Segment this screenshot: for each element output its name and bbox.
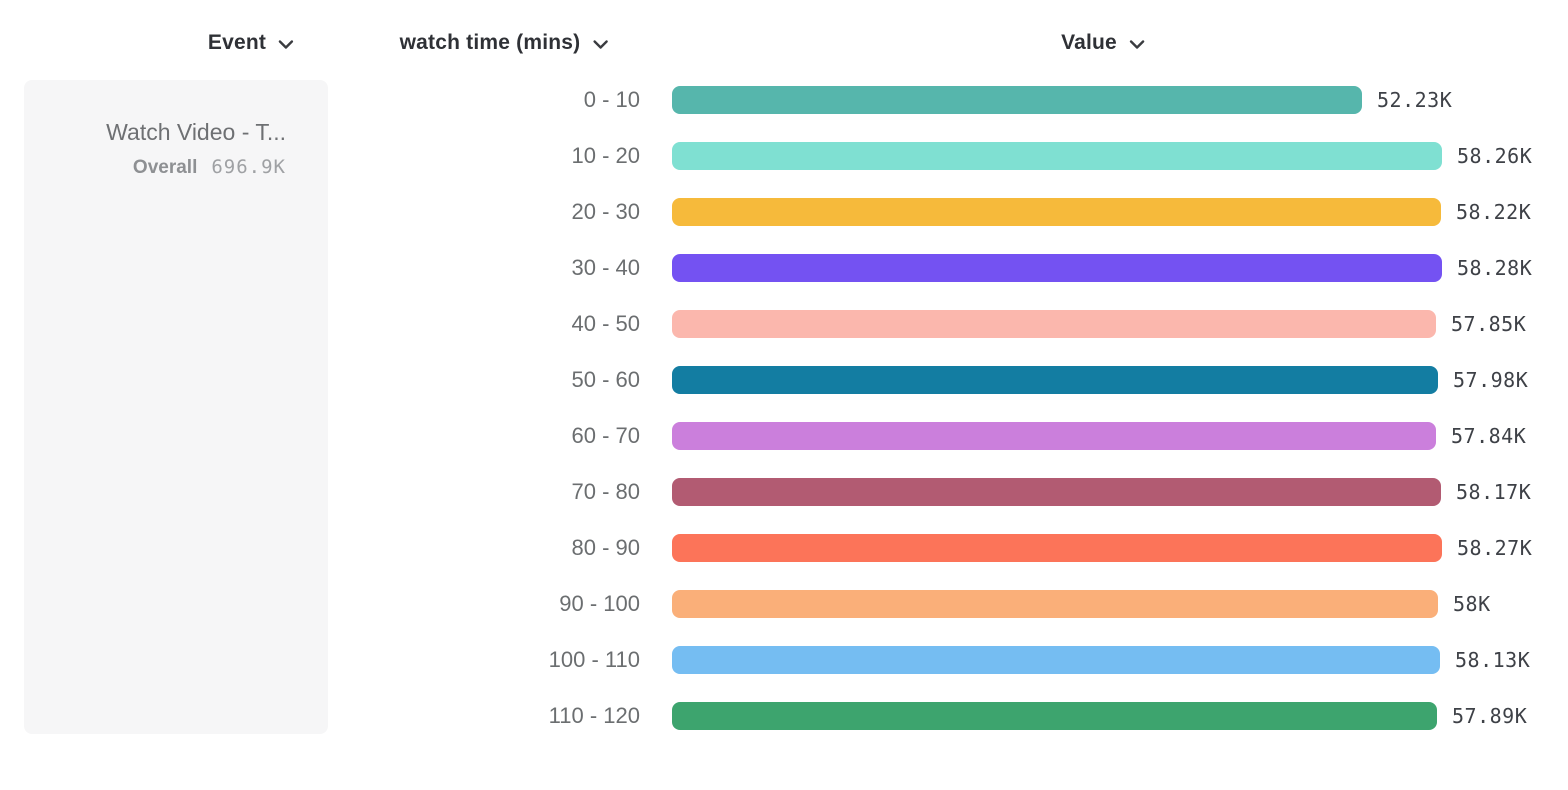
value-label: 58.26K xyxy=(1457,144,1533,168)
breakdown-column-header[interactable]: watch time (mins) xyxy=(400,28,609,58)
bar-row: 10 - 20 58.26K xyxy=(0,128,1568,184)
bar-rows: 0 - 10 52.23K 10 - 20 58.26K 20 - 30 58.22K 30… xyxy=(0,72,1568,744)
bar-segment[interactable] xyxy=(672,422,1436,450)
bar-area: 57.84K xyxy=(672,422,1568,450)
bar-area: 58.28K xyxy=(672,254,1568,282)
bucket-label: 50 - 60 xyxy=(571,367,641,392)
bar-segment[interactable] xyxy=(672,142,1442,170)
overall-value: 696.9K xyxy=(211,155,286,178)
bar-area: 58.17K xyxy=(672,478,1568,506)
bar-segment[interactable] xyxy=(672,254,1442,282)
bar-row: 40 - 50 57.85K xyxy=(0,296,1568,352)
chevron-down-icon xyxy=(278,39,294,50)
bucket-label: 100 - 110 xyxy=(548,647,640,672)
bar-row: 30 - 40 58.28K xyxy=(0,240,1568,296)
event-summary-card[interactable]: Watch Video - T... Overall 696.9K xyxy=(24,80,328,734)
value-label: 57.84K xyxy=(1451,424,1527,448)
value-label: 58.27K xyxy=(1457,536,1533,560)
value-column-header[interactable]: Value xyxy=(1061,28,1145,58)
bucket-label: 90 - 100 xyxy=(559,591,640,616)
bucket-label: 70 - 80 xyxy=(571,479,641,504)
value-label: 52.23K xyxy=(1377,88,1453,112)
value-label: 58K xyxy=(1453,592,1491,616)
bar-area: 57.85K xyxy=(672,310,1568,338)
value-label: 57.98K xyxy=(1453,368,1529,392)
bucket-label: 40 - 50 xyxy=(571,311,641,336)
bar-segment[interactable] xyxy=(672,646,1440,674)
bar-row: 70 - 80 58.17K xyxy=(0,464,1568,520)
bar-area: 57.98K xyxy=(672,366,1568,394)
chevron-down-icon xyxy=(1129,39,1145,50)
bar-segment[interactable] xyxy=(672,478,1441,506)
bar-area: 58.22K xyxy=(672,198,1568,226)
overall-row: Overall 696.9K xyxy=(40,156,286,179)
bar-area: 57.89K xyxy=(672,702,1568,730)
bar-segment[interactable] xyxy=(672,702,1437,730)
overall-label: Overall xyxy=(132,156,198,178)
bucket-label: 60 - 70 xyxy=(571,423,641,448)
bucket-label: 30 - 40 xyxy=(571,255,641,280)
bar-segment[interactable] xyxy=(672,590,1438,618)
bar-segment[interactable] xyxy=(672,310,1436,338)
bar-area: 58.27K xyxy=(672,534,1568,562)
bar-row: 60 - 70 57.84K xyxy=(0,408,1568,464)
value-column-header-label: Value xyxy=(1061,31,1117,54)
bar-row: 50 - 60 57.98K xyxy=(0,352,1568,408)
value-label: 57.85K xyxy=(1451,312,1527,336)
bucket-label: 10 - 20 xyxy=(571,143,641,168)
bucket-label: 110 - 120 xyxy=(548,703,640,728)
event-column-header-label: Event xyxy=(207,31,267,54)
bar-row: 110 - 120 57.89K xyxy=(0,688,1568,744)
breakdown-column-header-label: watch time (mins) xyxy=(399,31,581,54)
bar-area: 58K xyxy=(672,590,1568,618)
bar-area: 52.23K xyxy=(672,86,1568,114)
bucket-label: 0 - 10 xyxy=(583,87,640,112)
bar-segment[interactable] xyxy=(672,534,1442,562)
bar-row: 0 - 10 52.23K xyxy=(0,72,1568,128)
bar-row: 90 - 100 58K xyxy=(0,576,1568,632)
bar-segment[interactable] xyxy=(672,86,1362,114)
bar-area: 58.13K xyxy=(672,646,1568,674)
value-label: 58.28K xyxy=(1457,256,1533,280)
bar-row: 80 - 90 58.27K xyxy=(0,520,1568,576)
bar-segment[interactable] xyxy=(672,366,1438,394)
event-title: Watch Video - T... xyxy=(106,119,286,145)
chevron-down-icon xyxy=(592,39,608,50)
value-label: 58.17K xyxy=(1456,480,1532,504)
event-column-header[interactable]: Event xyxy=(208,28,294,58)
value-label: 58.22K xyxy=(1456,200,1532,224)
bucket-label: 20 - 30 xyxy=(571,199,641,224)
bar-row: 100 - 110 58.13K xyxy=(0,632,1568,688)
bar-row: 20 - 30 58.22K xyxy=(0,184,1568,240)
bucket-label: 80 - 90 xyxy=(571,535,641,560)
value-label: 57.89K xyxy=(1452,704,1528,728)
bar-area: 58.26K xyxy=(672,142,1568,170)
bar-segment[interactable] xyxy=(672,198,1441,226)
value-label: 58.13K xyxy=(1455,648,1531,672)
